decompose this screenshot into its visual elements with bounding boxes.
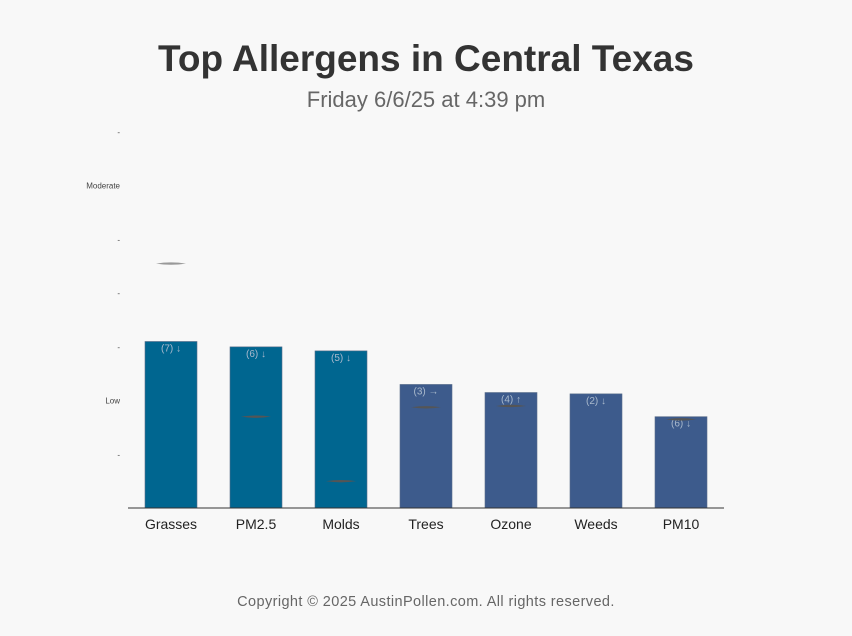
trend-marker-ozone — [496, 404, 526, 408]
y-tick-label: - — [117, 128, 120, 137]
trend-marker-grasses — [156, 262, 186, 265]
trend-marker-pm2-5 — [241, 415, 271, 418]
bar-molds — [314, 350, 368, 509]
x-tick-pm10: PM10 — [663, 516, 700, 532]
y-axis-ticks: - Low - - - Moderate - — [86, 128, 120, 459]
x-tick-ozone: Ozone — [490, 516, 531, 532]
chart-title: Top Allergens in Central Texas — [158, 38, 694, 79]
bar-grasses — [144, 341, 198, 509]
x-tick-weeds: Weeds — [574, 516, 617, 532]
bars-group — [144, 341, 708, 509]
y-tick-label: - — [117, 235, 120, 244]
y-tick-label: Moderate — [86, 182, 120, 191]
bar-label-pm2-5: (6) ↓ — [246, 349, 266, 360]
x-tick-trees: Trees — [408, 516, 443, 532]
bar-pm10 — [654, 416, 708, 509]
bar-labels-group: (7) ↓ (6) ↓ (5) ↓ (3) → (4) ↑ (2) ↓ (6) ↓ — [161, 343, 691, 429]
bar-label-pm10: (6) ↓ — [671, 419, 691, 430]
bar-label-ozone: (4) ↑ — [501, 395, 521, 406]
copyright-footer: Copyright © 2025 AustinPollen.com. All r… — [237, 594, 615, 610]
x-tick-molds: Molds — [322, 516, 359, 532]
x-axis-ticks: Grasses PM2.5 Molds Trees Ozone Weeds PM10 — [145, 516, 700, 532]
x-tick-grasses: Grasses — [145, 516, 197, 532]
bar-pm2-5 — [229, 346, 283, 509]
trend-marker-molds — [326, 479, 356, 483]
bar-label-trees: (3) → — [414, 386, 439, 397]
y-tick-label: - — [117, 289, 120, 298]
x-tick-pm2-5: PM2.5 — [236, 516, 277, 532]
bar-ozone — [484, 392, 538, 509]
trend-marker-pm10 — [666, 418, 696, 421]
trend-marker-trees — [411, 406, 441, 409]
bar-label-grasses: (7) ↓ — [161, 343, 181, 354]
bar-label-weeds: (2) ↓ — [586, 396, 606, 407]
markers-group — [156, 262, 696, 483]
bar-trees — [399, 384, 453, 509]
y-tick-label: - — [117, 343, 120, 352]
y-tick-label: - — [117, 450, 120, 459]
bar-label-molds: (5) ↓ — [331, 353, 351, 364]
chart-subtitle: Friday 6/6/25 at 4:39 pm — [306, 87, 546, 112]
y-tick-label: Low — [105, 397, 120, 406]
bar-weeds — [569, 393, 623, 509]
